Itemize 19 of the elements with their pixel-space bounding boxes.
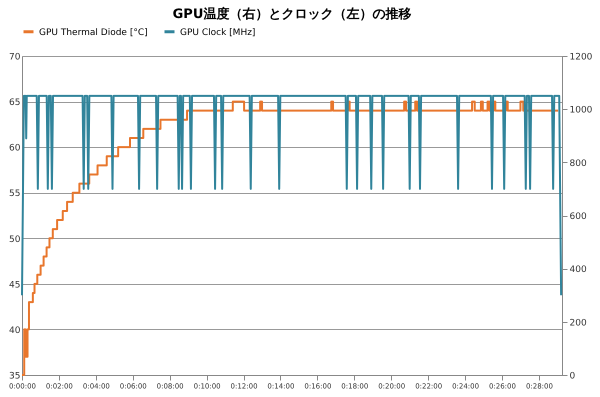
y2-tick-label: 1000 (570, 106, 593, 116)
y-tick-label: 60 (9, 144, 21, 154)
y-tick-label: 70 (9, 52, 21, 62)
y2-tick-label: 400 (570, 265, 587, 276)
y-tick-label: 65 (9, 98, 20, 108)
chart-title: GPU温度（右）とクロック（左）の推移 (172, 6, 412, 22)
y2-tick-label: 200 (570, 318, 587, 328)
y2-tick-label: 800 (570, 158, 587, 169)
y-tick-label: 50 (9, 234, 21, 245)
y2-tick-label: 1200 (570, 52, 593, 62)
y-tick-label: 35 (9, 372, 20, 382)
y-tick-label: 45 (9, 280, 20, 290)
y2-tick-label: 0 (570, 372, 576, 382)
y-tick-label: 55 (9, 189, 20, 200)
legend-label: GPU Clock [MHz] (180, 28, 256, 38)
legend-label: GPU Thermal Diode [°C] (39, 28, 148, 38)
y-tick-label: 40 (9, 326, 21, 336)
line-series (21, 94, 562, 296)
y2-tick-label: 600 (570, 212, 587, 222)
